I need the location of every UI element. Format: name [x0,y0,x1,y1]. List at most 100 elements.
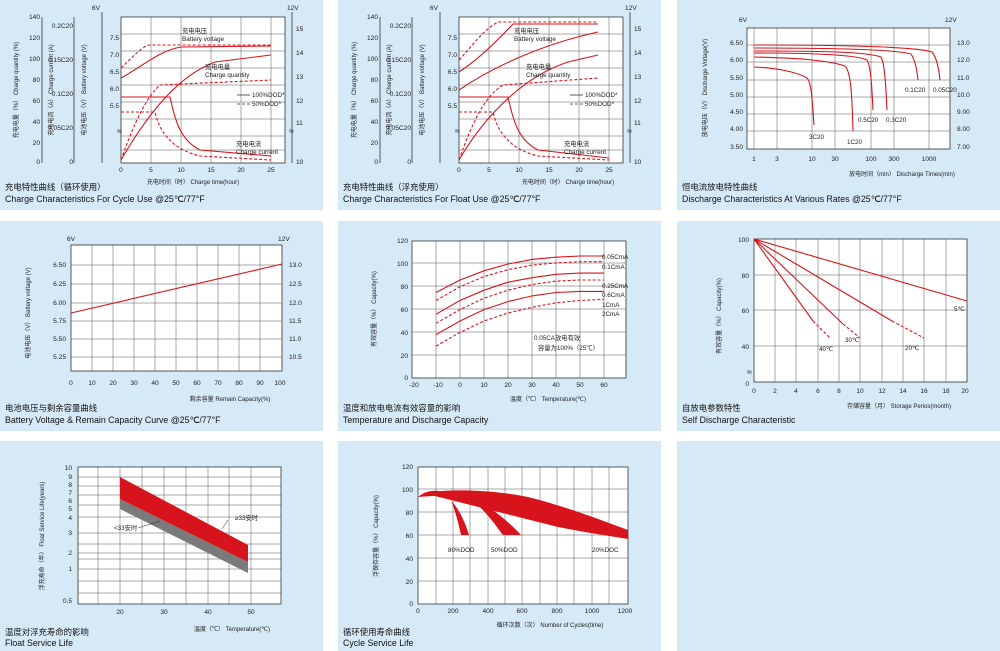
panel-caption-zh: 电池电压与剩余容量曲线 [5,403,98,413]
svg-text:电池电压（V） Battery voltage (V): 电池电压（V） Battery voltage (V) [24,267,32,358]
svg-text:400: 400 [482,608,493,615]
svg-text:4.00: 4.00 [730,126,743,133]
empty-panel [677,441,1000,651]
svg-text:10: 10 [177,167,185,174]
svg-text:5.50: 5.50 [53,336,66,343]
svg-text:10: 10 [515,167,523,174]
charge-cycle-chart: 140 120 100 80 60 40 20 0 0.2C20 0.15C20… [12,5,304,186]
voltage12-ticks: 12V 15 14 13 12 11 10 [287,5,304,166]
legend: 100%DOD* 50%DOD* [237,92,285,108]
svg-text:20: 20 [401,353,409,360]
panel-caption-zh: 自放电参数特性 [682,403,741,413]
svg-text:0: 0 [752,388,756,395]
svg-text:3: 3 [775,156,779,163]
svg-text:12V: 12V [278,236,290,243]
svg-text:11.0: 11.0 [957,75,970,82]
svg-text:14: 14 [634,50,642,57]
svg-text:30: 30 [831,156,839,163]
temperature-capacity-chart: 120 100 80 60 40 20 0 -20 -10 0 10 20 30… [370,238,629,403]
svg-text:0: 0 [416,608,420,615]
svg-text:70: 70 [214,380,222,387]
svg-text:Charge current: Charge current [236,149,278,156]
float-life-chart: 10 9 8 7 6 5 4 3 2 1 0.5 20 30 40 50 温度（… [38,465,282,633]
current-100dod-curve [121,96,272,157]
svg-text:100: 100 [738,237,749,244]
svg-text:容量为100%（25℃）: 容量为100%（25℃） [538,343,599,352]
rate-labels: 3C20 1C20 0.5C20 0.3C20 0.1C20 0.05C20 [809,87,957,146]
svg-text:≈: ≈ [627,126,632,136]
svg-text:80: 80 [406,510,414,517]
discharge-curves [753,44,941,132]
panel-caption-zh: 充电特性曲线（浮充使用） [343,182,444,192]
current-ticks: 0.2C20 0.15C20 0.1C20 0.05C20 0 [48,23,73,166]
svg-text:10: 10 [88,380,96,387]
svg-text:13.0: 13.0 [957,40,970,47]
float-curves [458,21,610,161]
svg-text:7.5: 7.5 [110,35,119,42]
svg-text:12: 12 [296,98,304,105]
svg-text:浮充寿命（年） Float Service Life(yea: 浮充寿命（年） Float Service Life(years) [38,482,46,591]
svg-text:30: 30 [160,609,168,616]
svg-text:12V: 12V [945,17,957,24]
voltage-50dod-curve [120,44,271,69]
svg-text:5: 5 [68,506,72,513]
series-line-2cma [435,298,605,347]
svg-text:80: 80 [742,273,750,280]
svg-text:8.00: 8.00 [957,126,970,133]
svg-text:0.5: 0.5 [63,598,72,605]
svg-text:5.5: 5.5 [110,103,119,110]
svg-text:5.00: 5.00 [730,92,743,99]
svg-text:8: 8 [68,482,72,489]
svg-text:6.5: 6.5 [448,69,457,76]
svg-text:1C20: 1C20 [847,139,863,146]
svg-text:100: 100 [402,487,413,494]
svg-text:60: 60 [33,98,41,105]
svg-text:80: 80 [371,77,379,84]
svg-text:6: 6 [68,498,72,505]
svg-text:50%DOD*: 50%DOD* [585,101,615,108]
voltage-100dod-curve [120,45,272,79]
svg-text:有效容量（%） Capacity(%): 有效容量（%） Capacity(%) [370,271,378,347]
svg-text:7.00: 7.00 [957,144,970,151]
svg-text:90: 90 [256,380,264,387]
panel-caption-zh: 循环使用寿命曲线 [343,627,410,637]
series-labels: 0.05CmA 0.1CmA 0.25CmA 0.6CmA 1CmA 2CmA … [534,254,629,352]
svg-text:40: 40 [401,330,409,337]
svg-text:6V: 6V [67,236,76,243]
svg-text:8: 8 [837,388,841,395]
svg-text:120: 120 [367,35,378,42]
svg-text:充电电流: 充电电流 [236,139,262,148]
svg-text:100: 100 [29,56,40,63]
svg-text:10: 10 [634,159,642,166]
svg-text:≥33安时: ≥33安时 [235,513,259,522]
svg-text:25: 25 [605,167,613,174]
svg-text:6.0: 6.0 [110,86,119,93]
chart-panel-charge-float: 140 120 100 80 60 40 20 0 0.2C20 0.15C20… [338,0,661,210]
band-20doc [423,490,628,539]
remain-capacity-chart: 6V 6.50 6.25 6.00 5.75 5.50 5.25 12V 13.… [24,236,302,403]
svg-text:300: 300 [888,156,899,163]
chart-panel-remain-capacity: 6V 6.50 6.25 6.00 5.75 5.50 5.25 12V 13.… [0,221,323,431]
svg-text:0.2C20: 0.2C20 [52,23,74,30]
panel-caption-en: Charge Characteristics For Cycle Use @25… [5,194,205,204]
svg-text:1000: 1000 [922,156,937,163]
svg-text:充电电压: 充电电压 [182,26,208,35]
svg-text:循环次数（次） Number of Cycles(time): 循环次数（次） Number of Cycles(time) [497,621,604,629]
svg-text:3: 3 [68,530,72,537]
svg-text:20: 20 [575,167,583,174]
svg-text:15: 15 [545,167,553,174]
current-50dod-curve [121,111,272,161]
quantity-100dod-curve [120,54,272,161]
svg-text:放电时间（min） Discharge Times(min): 放电时间（min） Discharge Times(min) [849,170,955,178]
svg-text:3C20: 3C20 [809,134,825,141]
svg-text:10.5: 10.5 [289,354,302,361]
panel-caption-zh: 充电特性曲线（循环使用） [5,182,106,192]
panel-caption-en: Cycle Service Life [343,638,414,648]
svg-text:0.6CmA: 0.6CmA [602,292,626,299]
svg-text:6V: 6V [92,5,101,12]
svg-text:7.0: 7.0 [110,52,119,59]
svg-text:0: 0 [36,159,40,166]
svg-text:60: 60 [406,533,414,540]
panel-caption-en: Discharge Characteristics At Various Rat… [682,194,902,204]
svg-text:7.5: 7.5 [448,35,457,42]
